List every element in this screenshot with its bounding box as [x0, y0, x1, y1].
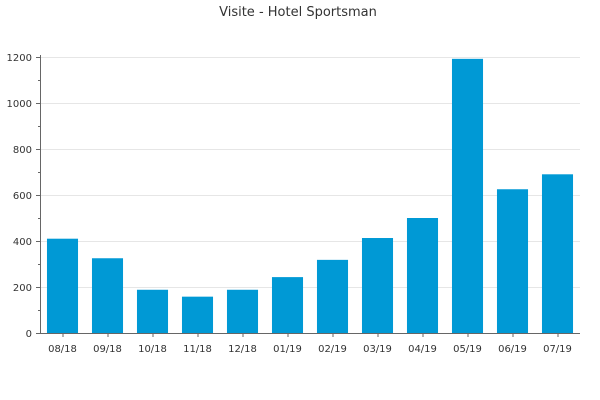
x-tick-label: 09/18 — [93, 344, 122, 355]
axes — [40, 55, 580, 334]
x-tick-label: 12/18 — [228, 344, 257, 355]
bar — [361, 238, 394, 333]
x-tick-label: 01/19 — [273, 344, 302, 355]
y-tick-label: 0 — [26, 329, 32, 340]
bar — [181, 296, 214, 333]
grid-lines — [40, 57, 580, 288]
x-axis-ticks: 08/18 09/18 10/18 11/18 12/18 01/19 02/19 03/19… — [48, 333, 572, 355]
y-tick-label: 600 — [13, 191, 32, 202]
x-tick-label: 03/19 — [363, 344, 392, 355]
chart-title: Visite - Hotel Sportsman — [219, 5, 377, 20]
x-tick-label: 07/19 — [543, 344, 572, 355]
bar — [316, 259, 349, 333]
y-tick-label: 200 — [13, 283, 32, 294]
y-tick-label: 400 — [13, 237, 32, 248]
x-tick-label: 11/18 — [183, 344, 212, 355]
y-axis-ticks: 0 200 400 600 800 1000 1200 — [7, 53, 40, 340]
bar — [451, 58, 484, 334]
y-tick-label: 1200 — [7, 53, 32, 64]
x-tick-label: 05/19 — [453, 344, 482, 355]
bars — [46, 58, 574, 334]
bar — [496, 189, 529, 333]
y-tick-label: 800 — [13, 145, 32, 156]
x-tick-label: 10/18 — [138, 344, 167, 355]
bar — [136, 289, 169, 333]
x-tick-label: 02/19 — [318, 344, 347, 355]
x-tick-label: 08/18 — [48, 344, 77, 355]
bar — [541, 174, 574, 333]
bar — [46, 238, 79, 333]
bar — [271, 277, 304, 333]
y-tick-label: 1000 — [7, 99, 32, 110]
x-tick-label: 06/19 — [498, 344, 527, 355]
x-tick-label: 04/19 — [408, 344, 437, 355]
bar — [226, 289, 259, 333]
bar — [406, 218, 439, 333]
bar — [91, 258, 124, 333]
